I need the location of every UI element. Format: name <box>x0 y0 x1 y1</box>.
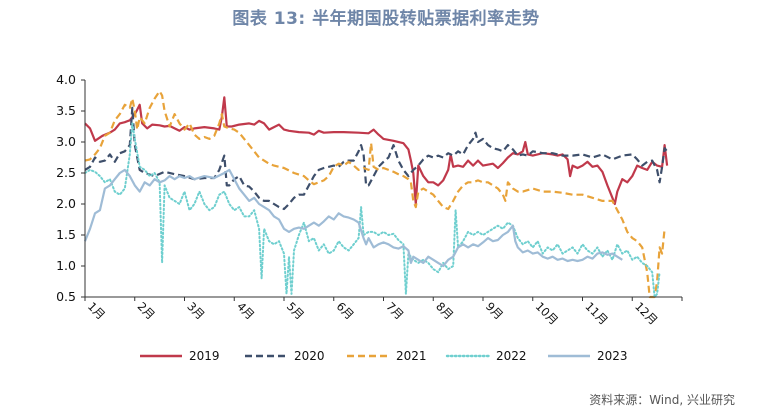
x-tick-label: 4月 <box>234 299 257 322</box>
y-tick-label: 3.0 <box>56 134 76 149</box>
x-tick-label: 9月 <box>483 299 506 322</box>
legend-label-2021: 2021 <box>396 349 427 363</box>
y-tick-label: 0.5 <box>56 289 76 304</box>
y-tick-label: 1.5 <box>56 227 76 242</box>
y-tick-label: 2.0 <box>56 196 76 211</box>
axes: 0.5 1.0 1.5 2.0 2.5 3.0 3.5 4.0 1月 2月 3月 4月 5月 6月 7月 8月… <box>56 72 683 328</box>
x-tick-label: 3月 <box>184 299 207 322</box>
x-tick-label: 11月 <box>582 299 610 327</box>
series-line-2023 <box>83 168 623 268</box>
x-tick-label: 1月 <box>85 299 108 322</box>
legend-label-2019: 2019 <box>189 349 220 363</box>
plot-area <box>83 90 669 299</box>
series-line-2019 <box>84 96 669 206</box>
y-tick-label: 3.5 <box>56 103 76 118</box>
legend-label-2022: 2022 <box>496 349 527 363</box>
y-tick-label: 1.0 <box>56 258 76 273</box>
legend: 2019 2020 2021 2022 2023 <box>140 349 628 363</box>
legend-label-2020: 2020 <box>294 349 325 363</box>
x-tick-label: 12月 <box>632 299 660 327</box>
page-title: 图表 13: 半年期国股转贴票据利率走势 <box>232 9 540 29</box>
y-tick-label: 4.0 <box>56 72 76 87</box>
x-tick-label: 2月 <box>135 299 158 322</box>
source-note: 资料来源：Wind, 兴业研究 <box>589 393 735 407</box>
y-tick-label: 2.5 <box>56 165 76 180</box>
x-tick-label: 8月 <box>433 299 456 322</box>
legend-label-2023: 2023 <box>597 349 628 363</box>
x-tick-label: 5月 <box>284 299 307 322</box>
series-line-2021 <box>84 90 666 299</box>
x-tick-label: 10月 <box>533 299 561 327</box>
series-line-2022 <box>84 122 661 298</box>
line-chart: 0.5 1.0 1.5 2.0 2.5 3.0 3.5 4.0 1月 2月 3月 4月 5月 6月 7月 8月… <box>56 72 683 363</box>
x-tick-label: 7月 <box>383 299 406 322</box>
x-tick-label: 6月 <box>334 299 357 322</box>
